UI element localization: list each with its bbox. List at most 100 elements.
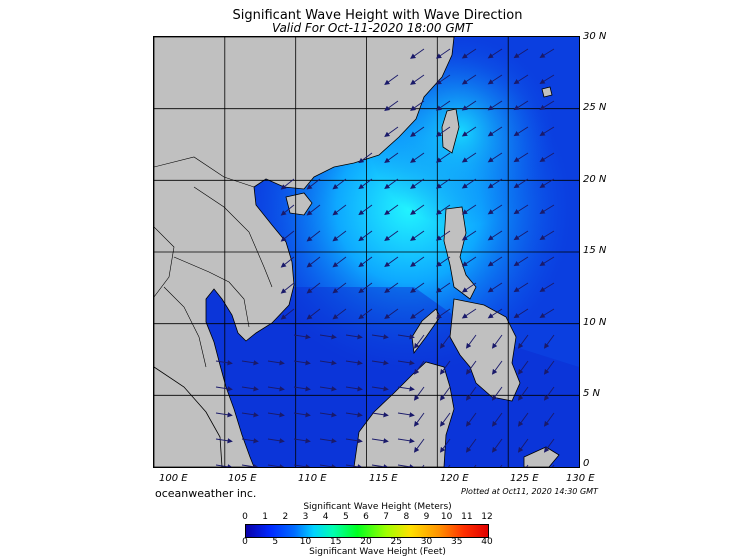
country-borders xyxy=(154,156,273,368)
wave-arrow xyxy=(293,438,311,444)
wave-arrow xyxy=(215,438,233,444)
land-luzon xyxy=(443,206,477,300)
wave-arrow xyxy=(306,204,321,216)
wave-arrow xyxy=(439,334,451,349)
wave-arrow xyxy=(487,100,503,111)
wave-arrow xyxy=(215,386,233,392)
wave-arrow xyxy=(491,438,503,453)
wave-arrow xyxy=(345,412,363,418)
wave-arrow xyxy=(487,282,503,293)
wave-arrow xyxy=(539,48,555,58)
wave-arrow xyxy=(319,334,337,340)
wave-arrow xyxy=(371,360,389,366)
wave-arrow xyxy=(543,386,555,401)
wave-arrow xyxy=(410,308,425,319)
wave-arrow xyxy=(435,308,451,319)
wave-arrow xyxy=(487,204,503,215)
credit-text: oceanweather inc. xyxy=(155,487,257,500)
map-subtitle: Valid For Oct-11-2020 18:00 GMT xyxy=(272,21,473,35)
wave-arrow xyxy=(345,334,363,340)
legend-feet-tick: 40 xyxy=(481,537,493,547)
wave-arrow xyxy=(345,464,363,467)
graticule xyxy=(154,37,579,467)
wave-arrow xyxy=(435,152,451,163)
legend-meters-tick: 7 xyxy=(383,512,390,522)
wave-arrow xyxy=(293,360,311,366)
wave-arrow xyxy=(513,48,529,59)
wave-arrow xyxy=(517,438,529,453)
wave-arrow xyxy=(358,230,373,242)
wave-arrow xyxy=(293,412,311,418)
lat-label-30: 30 N xyxy=(583,31,607,42)
wave-arrow xyxy=(539,178,555,188)
wave-arrow xyxy=(543,360,555,375)
wave-arrow xyxy=(435,256,451,267)
legend-color-bar xyxy=(245,524,489,538)
lat-label-15: 15 N xyxy=(583,245,607,256)
wave-arrow xyxy=(491,386,503,401)
wave-arrow xyxy=(371,386,389,392)
wave-arrow xyxy=(371,412,389,418)
wave-arrow xyxy=(280,256,295,268)
wave-arrow xyxy=(513,126,529,137)
wave-arrow xyxy=(487,308,503,319)
wave-arrow xyxy=(358,204,373,216)
legend-meters-tick: 11 xyxy=(461,512,473,522)
wave-arrow xyxy=(371,438,389,444)
wave-arrow xyxy=(384,204,399,216)
wave-arrow xyxy=(358,282,373,294)
wave-arrow xyxy=(543,412,555,427)
wave-arrow xyxy=(410,48,425,59)
wave-arrow xyxy=(435,230,451,241)
legend-meters-tick: 1 xyxy=(262,512,269,522)
wave-arrow xyxy=(413,386,425,401)
wave-arrow xyxy=(267,438,285,444)
legend-feet-tick: 5 xyxy=(272,537,279,547)
legend-meters-tick: 9 xyxy=(423,512,430,522)
lat-label-5: 5 N xyxy=(583,388,601,399)
wave-arrow xyxy=(435,178,451,189)
wave-arrow xyxy=(332,178,347,190)
legend-meters-tick: 4 xyxy=(322,512,329,522)
lon-label-115: 115 E xyxy=(369,473,398,484)
wave-arrow xyxy=(306,230,321,242)
wave-arrow xyxy=(517,360,529,375)
wave-arrow xyxy=(410,282,425,293)
wave-arrow xyxy=(397,464,415,467)
wave-arrow xyxy=(384,100,399,112)
wave-arrow xyxy=(539,74,555,84)
wave-arrow xyxy=(241,464,259,467)
legend-meters-tick: 2 xyxy=(282,512,289,522)
legend-meters-tick: 10 xyxy=(440,512,453,522)
wave-arrow xyxy=(319,464,337,467)
wave-arrow xyxy=(439,438,451,453)
lon-label-105: 105 E xyxy=(228,473,257,484)
lon-label-110: 110 E xyxy=(298,473,327,484)
wave-arrow xyxy=(513,204,529,215)
wave-arrow xyxy=(435,126,451,137)
wave-arrow xyxy=(539,100,555,110)
wave-arrow xyxy=(319,386,337,392)
wave-arrow xyxy=(241,412,259,418)
wave-arrow xyxy=(539,308,555,318)
wave-arrow xyxy=(332,230,347,242)
wave-arrow xyxy=(539,282,555,292)
wave-map-svg xyxy=(154,37,579,467)
legend-feet-title: Significant Wave Height (Feet) xyxy=(309,547,446,557)
wave-arrow xyxy=(487,152,503,163)
wave-arrow xyxy=(539,230,555,240)
wave-arrow xyxy=(267,464,285,467)
wave-arrow xyxy=(461,100,477,111)
wave-arrow xyxy=(267,360,285,366)
wave-arrow xyxy=(439,386,451,401)
legend-feet-tick: 15 xyxy=(330,537,342,547)
wave-arrow xyxy=(319,438,337,444)
wave-arrow xyxy=(439,412,451,427)
wave-arrow xyxy=(465,334,477,349)
wave-arrow xyxy=(280,282,295,294)
land-sulawesi xyxy=(523,446,560,467)
legend-feet-tick: 0 xyxy=(242,537,248,547)
legend-meters-tick: 8 xyxy=(403,512,410,522)
wave-arrow xyxy=(280,204,295,216)
wave-arrow xyxy=(465,438,477,453)
